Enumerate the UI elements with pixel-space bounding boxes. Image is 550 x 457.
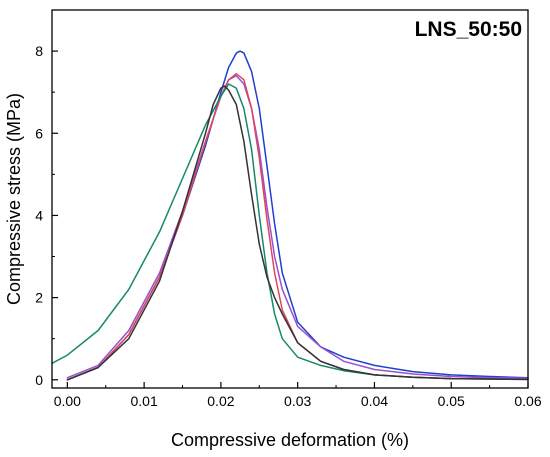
x-tick-label: 0.01 xyxy=(131,393,158,409)
x-tick-label: 0.05 xyxy=(438,393,465,409)
series-line-5 xyxy=(66,85,529,381)
series-lines xyxy=(51,50,529,381)
series-line-1 xyxy=(66,50,529,381)
y-tick-label: 4 xyxy=(35,207,43,223)
x-axis-title: Compressive deformation (%) xyxy=(171,430,409,450)
series-line-4 xyxy=(51,83,529,381)
y-tick-label: 6 xyxy=(35,125,43,141)
y-tick-label: 2 xyxy=(35,290,43,306)
series-line-3 xyxy=(66,72,529,381)
plot-frame xyxy=(51,9,529,389)
x-tick-label: 0.06 xyxy=(514,393,541,409)
series-line-2 xyxy=(66,74,529,379)
sample-label: LNS_50:50 xyxy=(415,18,522,41)
x-tick-label: 0.00 xyxy=(54,393,81,409)
x-tick-label: 0.03 xyxy=(284,393,311,409)
y-tick-label: 0 xyxy=(35,372,43,388)
x-tick-label: 0.02 xyxy=(207,393,234,409)
x-tick-label: 0.04 xyxy=(361,393,388,409)
y-axis-title: Compressive stress (MPa) xyxy=(4,93,24,305)
axis-ticks: 0.00 0.01 0.02 0.03 0.04 0.05 0.06 0 2 4 6 8 xyxy=(35,43,542,409)
y-tick-label: 8 xyxy=(35,43,43,59)
